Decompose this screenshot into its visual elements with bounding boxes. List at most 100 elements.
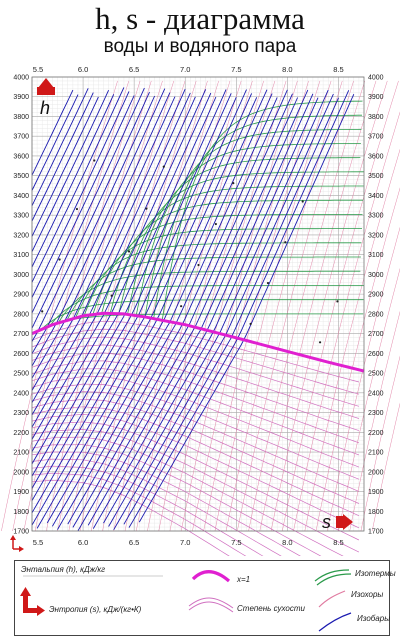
isochore-line [270,80,388,532]
y-tick-label-right: 2300 [368,410,384,417]
isobar-symbol [318,612,352,632]
isobar-line [31,92,171,379]
corner-axes-icon [10,535,24,552]
y-tick-label-left: 2200 [13,430,29,437]
isotherm-line [92,214,363,315]
x-tick-label: 7.0 [180,65,190,74]
y-tick-label-left: 1700 [13,529,29,536]
s-axis-arrow-icon [336,514,353,530]
y-tick-label-left: 2500 [13,371,29,378]
isobar-line [31,96,196,428]
enthalpy-arrow-icon [20,587,31,613]
isochore-line [169,80,287,532]
isobar-line [108,89,329,527]
isobar-line [31,95,135,314]
isobar-line [103,97,319,524]
y-tick-label-right: 3000 [368,272,384,279]
isobar-line [46,89,268,524]
y-tick-label-left: 3500 [13,173,29,180]
isobar-line [31,89,207,440]
dryness-line [31,336,359,407]
isotherm-symbol-2 [316,573,352,586]
y-tick-label-left: 2700 [13,331,29,338]
legend-isobars: Изобары [357,614,391,623]
saturation-curve-x1 [31,311,365,373]
curve-marker [180,305,183,308]
x-tick-label: 8.0 [282,538,292,547]
y-tick-label-left: 3600 [13,153,29,160]
isobar-line [31,91,130,298]
isobar-line [31,92,191,416]
y-tick-label-left: 2400 [13,390,29,397]
y-tick-label-left: 3900 [13,94,29,101]
isochore-line [338,268,400,532]
isochore-line [304,148,400,532]
legend: Энтальпия (h), кДж/кг Энтропия (s), кДж/… [14,560,396,636]
isobar-line [31,96,217,465]
y-tick-label-right: 2700 [368,331,384,338]
isochore-line [46,80,163,532]
y-tick-label-right: 2600 [368,351,384,358]
legend-symbols [20,569,352,632]
curve-marker [41,310,44,313]
isobar-line [36,97,258,529]
legend-enthalpy: Энтальпия (h), кДж/кг [21,565,106,574]
curve-marker [162,165,165,168]
y-tick-label-left: 3200 [13,232,29,239]
isochore-line [135,80,253,532]
y-tick-label-right: 2200 [368,430,384,437]
isobar-line [138,94,355,523]
isobar-line [31,96,99,237]
y-tick-label-right: 4000 [368,75,384,82]
y-tick-label-right: 3900 [368,94,384,101]
h-axis-arrow-icon [37,78,55,95]
x-tick-label: 6.5 [129,538,139,547]
curve-marker [145,207,148,210]
isotherm-line [127,157,361,315]
curve-marker [127,250,131,253]
y-tick-label-left: 3700 [13,134,29,141]
isobar-line [31,96,176,391]
isotherm-line [153,114,362,319]
y-tick-label-right: 2500 [368,371,384,378]
isobar-line [31,95,156,354]
isobar-line [31,94,79,191]
dryness-line [31,414,360,529]
y-tick-label-right: 1700 [368,529,384,536]
y-tick-label-left: 2100 [13,450,29,457]
isochore-line [158,80,276,532]
isobar-line [31,88,186,403]
x-tick-label: 8.5 [333,65,343,74]
y-tick-label-right: 3800 [368,114,384,121]
y-tick-label-left: 1900 [13,489,29,496]
y-tick-label-right: 2800 [368,311,384,318]
curve-marker [336,300,339,303]
x-tick-label: 6.0 [78,538,88,547]
isotherm-line [118,171,364,314]
y-tick-label-left: 2800 [13,311,29,318]
isochore-symbol [318,590,346,608]
y-tick-label-left: 2900 [13,292,29,299]
y-tick-label-right: 1900 [368,489,384,496]
y-tick-label-left: 1800 [13,509,29,516]
isobar-line [67,89,288,525]
isobar-line [31,89,227,477]
dryness-line [31,472,247,556]
hs-chart: 5.5 5.5 6.0 6.0 6.5 6.5 7.0 7.0 7.5 7.5 8.0 8.0 8.5 8… [1,65,400,556]
curve-marker [75,207,79,211]
isobar-line [72,93,293,528]
y-tick-label-right: 2900 [368,292,384,299]
dryness-line [31,458,282,556]
isobar-line [31,93,232,489]
diagram-title: h, s - диаграмма [95,1,305,36]
isobar-line [31,89,247,514]
isotherm-line [66,256,361,321]
isotherm-line [31,313,363,334]
x-tick-label: 7.5 [231,65,241,74]
curve-marker [249,322,252,325]
isochore-line [79,80,197,532]
y-tick-label-right: 3600 [368,153,384,160]
x-tick-label: 7.5 [231,538,241,547]
dryness-line [31,444,322,556]
isobar-line [57,97,278,530]
